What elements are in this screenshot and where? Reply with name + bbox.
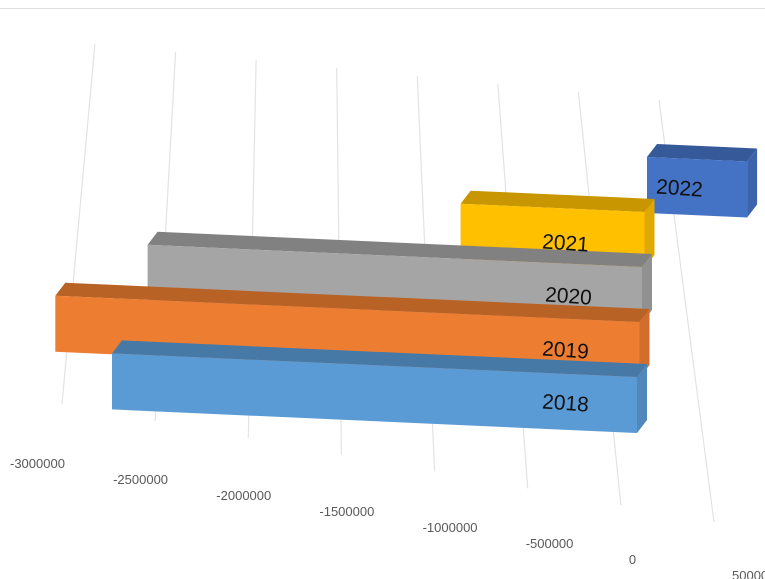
data-label: 2019: [541, 337, 589, 363]
bar-side-face: [644, 199, 655, 268]
bar-top-face: [460, 190, 655, 212]
data-label: 2018: [541, 390, 589, 416]
bar-side-face: [642, 254, 652, 323]
bar-front-face: [647, 157, 748, 218]
bar-2018: [112, 340, 647, 433]
bar-side-face: [747, 148, 758, 218]
bar-top-face: [147, 231, 652, 267]
x-tick-label: -2000000: [216, 488, 271, 503]
bar-top-face: [112, 340, 647, 377]
data-label: 2020: [544, 283, 592, 309]
bar-top-face: [647, 144, 758, 162]
data-label: 2021: [541, 230, 589, 256]
x-tick-label: 0: [629, 552, 636, 567]
x-axis-tick-labels: -3000000 -2500000 -2000000 -1500000 -1000000…: [10, 456, 765, 579]
bar-side-face: [639, 309, 650, 378]
x-tick-label: -500000: [526, 536, 574, 551]
x-tick-label: -3000000: [10, 456, 65, 471]
bar-2022: [647, 144, 758, 218]
x-tick-label: -1500000: [319, 504, 374, 519]
bar-side-face: [637, 364, 647, 433]
x-tick-label: 500000: [732, 568, 765, 579]
bar-front-face: [112, 353, 637, 433]
x-tick-label: -1000000: [423, 520, 478, 535]
bar-top-face: [55, 282, 650, 322]
x-tick-label: -2500000: [113, 472, 168, 487]
top-border-line: [0, 8, 765, 9]
bars: 2018 2019 2020 2021 2022: [55, 144, 758, 433]
data-label: 2022: [655, 175, 703, 201]
